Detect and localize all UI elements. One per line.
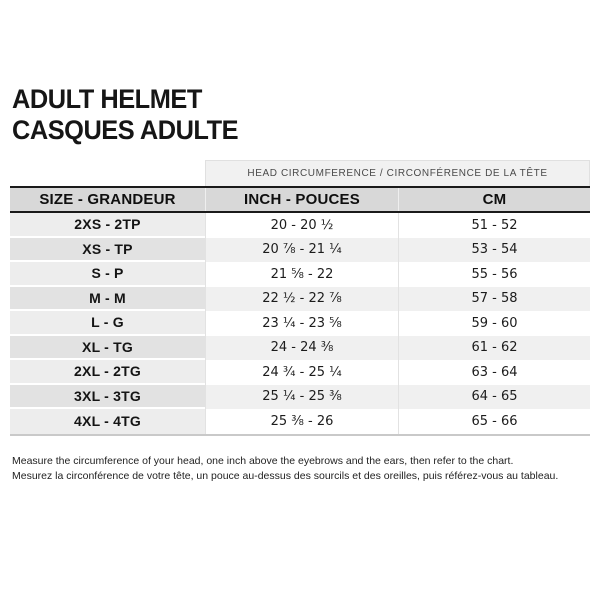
column-header-inch: INCH - POUCES bbox=[205, 188, 398, 211]
head-circumference-header: HEAD CIRCUMFERENCE / CIRCONFÉRENCE DE LA… bbox=[205, 160, 590, 186]
page-title: ADULT HELMET CASQUES ADULTE bbox=[12, 84, 239, 146]
table-cell-inch: 25 ⅜ - 26 bbox=[205, 409, 398, 434]
table-cell-inch: 21 ⅝ - 22 bbox=[205, 262, 398, 287]
table-cell-size: S - P bbox=[10, 262, 205, 287]
table-cell-size: M - M bbox=[10, 286, 205, 311]
table-cell-cm: 57 - 58 bbox=[398, 286, 590, 311]
footer-note-fr: Mesurez la circonférence de votre tête, … bbox=[12, 469, 559, 482]
table-cell-size: 3XL - 3TG bbox=[10, 384, 205, 409]
table-cell-size: XS - TP bbox=[10, 237, 205, 262]
table-row: XL - TG 24 - 24 ⅜ 61 - 62 bbox=[10, 335, 590, 360]
table-cell-size: 4XL - 4TG bbox=[10, 409, 205, 434]
table-header-row: SIZE - GRANDEUR INCH - POUCES CM bbox=[10, 186, 590, 213]
table-cell-inch: 25 ¼ - 25 ⅜ bbox=[205, 384, 398, 409]
table-cell-inch: 24 ¾ - 25 ¼ bbox=[205, 360, 398, 385]
table-cell-cm: 64 - 65 bbox=[398, 384, 590, 409]
table-cell-cm: 59 - 60 bbox=[398, 311, 590, 336]
column-header-cm: CM bbox=[398, 188, 590, 211]
table-cell-cm: 53 - 54 bbox=[398, 237, 590, 262]
table-cell-cm: 65 - 66 bbox=[398, 409, 590, 434]
table-cell-size: 2XL - 2TG bbox=[10, 360, 205, 385]
footer-note-en: Measure the circumference of your head, … bbox=[12, 455, 514, 467]
table-cell-cm: 63 - 64 bbox=[398, 360, 590, 385]
table-cell-inch: 23 ¼ - 23 ⅝ bbox=[205, 311, 398, 336]
table-cell-size: L - G bbox=[10, 311, 205, 336]
page-title-en: ADULT HELMET bbox=[12, 84, 202, 114]
table-cell-inch: 20 ⅞ - 21 ¼ bbox=[205, 237, 398, 262]
table-cell-inch: 24 - 24 ⅜ bbox=[205, 335, 398, 360]
table-row: S - P 21 ⅝ - 22 55 - 56 bbox=[10, 262, 590, 287]
table-cell-inch: 20 - 20 ½ bbox=[205, 213, 398, 238]
table-row: 2XL - 2TG 24 ¾ - 25 ¼ 63 - 64 bbox=[10, 360, 590, 385]
table-cell-cm: 51 - 52 bbox=[398, 213, 590, 238]
size-table: HEAD CIRCUMFERENCE / CIRCONFÉRENCE DE LA… bbox=[10, 160, 590, 436]
span-header-row: HEAD CIRCUMFERENCE / CIRCONFÉRENCE DE LA… bbox=[10, 160, 590, 186]
table-body: 2XS - 2TP 20 - 20 ½ 51 - 52 XS - TP 20 ⅞ - 2… bbox=[10, 213, 590, 436]
table-cell-size: XL - TG bbox=[10, 335, 205, 360]
column-header-size: SIZE - GRANDEUR bbox=[39, 191, 176, 208]
table-row: 3XL - 3TG 25 ¼ - 25 ⅜ 64 - 65 bbox=[10, 384, 590, 409]
table-row: L - G 23 ¼ - 23 ⅝ 59 - 60 bbox=[10, 311, 590, 336]
table-cell-cm: 55 - 56 bbox=[398, 262, 590, 287]
table-cell-cm: 61 - 62 bbox=[398, 335, 590, 360]
table-cell-size: 2XS - 2TP bbox=[10, 213, 205, 238]
table-row: M - M 22 ½ - 22 ⅞ 57 - 58 bbox=[10, 286, 590, 311]
table-row: 2XS - 2TP 20 - 20 ½ 51 - 52 bbox=[10, 213, 590, 238]
footer-note: Measure the circumference of your head, … bbox=[12, 454, 558, 483]
span-header-spacer bbox=[10, 160, 205, 186]
page-title-fr: CASQUES ADULTE bbox=[12, 115, 239, 145]
table-row: XS - TP 20 ⅞ - 21 ¼ 53 - 54 bbox=[10, 237, 590, 262]
table-cell-inch: 22 ½ - 22 ⅞ bbox=[205, 286, 398, 311]
table-row: 4XL - 4TG 25 ⅜ - 26 65 - 66 bbox=[10, 409, 590, 434]
